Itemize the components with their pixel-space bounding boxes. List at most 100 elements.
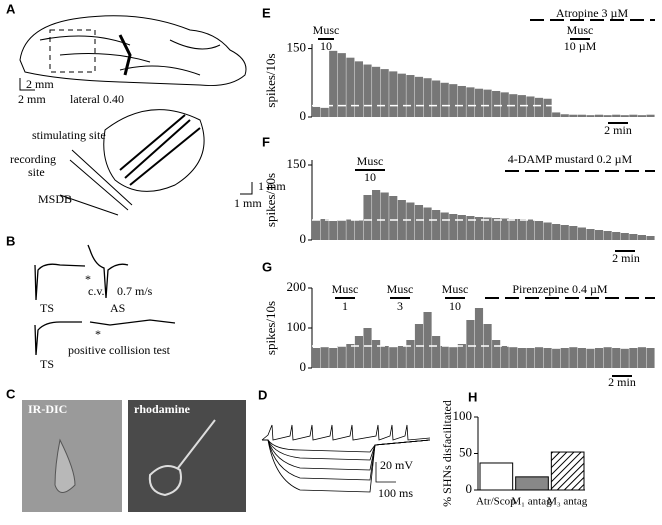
annotation: Musc [313, 23, 340, 37]
panel-label: F [262, 134, 270, 149]
rate-bar [346, 219, 355, 240]
rate-bar [646, 348, 655, 368]
y-tick-label: 0 [466, 481, 473, 496]
image-label: IR-DIC [28, 402, 67, 416]
rate-bar [312, 106, 321, 117]
rate-bar [449, 84, 458, 117]
annotation: 2 min [604, 123, 632, 137]
annotation: 2 min [608, 375, 636, 389]
annotation: stimulating site [32, 128, 106, 142]
annotation: Atropine 3 µM [556, 6, 629, 20]
rate-bar [509, 219, 518, 240]
rate-bar [569, 347, 578, 368]
rate-bar [500, 346, 509, 368]
panel-label: B [6, 233, 15, 248]
rate-bar [517, 348, 526, 368]
y-tick-label: 200 [287, 279, 307, 294]
annotation: positive collision test [68, 343, 171, 357]
annotation: Musc [357, 154, 384, 168]
rate-bar [500, 92, 509, 117]
rate-bar [346, 344, 355, 368]
rate-bar [397, 200, 406, 240]
rate-bar [457, 344, 466, 368]
y-tick-label: 100 [453, 408, 473, 423]
rate-bar [603, 115, 612, 117]
rate-bar [389, 347, 398, 368]
annotation: recording [10, 152, 56, 166]
rate-bar [363, 195, 372, 240]
rate-bar [414, 76, 424, 117]
bar [479, 462, 514, 491]
rate-bar [629, 234, 638, 240]
annotation: 3 [397, 299, 403, 313]
rate-bar [629, 348, 638, 368]
annotation: Musc [567, 23, 594, 37]
rate-bar [526, 219, 535, 240]
rate-bar [337, 53, 346, 117]
panel-label: C [6, 386, 16, 401]
rate-bar [629, 114, 638, 117]
rate-bar [312, 348, 321, 368]
rate-bar [500, 218, 509, 240]
rate-bar [483, 89, 492, 117]
rate-bar [320, 219, 329, 240]
rate-bar [526, 348, 535, 368]
rate-bar [586, 229, 595, 240]
annotation: Musc [332, 282, 359, 296]
rate-bar [526, 96, 535, 117]
rate-bar [337, 220, 346, 240]
y-axis-label: % SHNs disfacilitated [440, 400, 454, 507]
rate-bar [543, 222, 552, 240]
panel-label: D [258, 387, 267, 402]
x-tick-label: Atr/Scop [476, 496, 516, 508]
rate-bar [449, 347, 458, 368]
rate-bar [612, 114, 621, 117]
rate-bar [372, 340, 381, 368]
rate-bar [474, 217, 484, 240]
rate-bar [432, 336, 441, 368]
voltage-traces [261, 424, 431, 493]
rate-bar [492, 340, 501, 368]
rate-bar [432, 80, 441, 117]
rate-bar [594, 230, 604, 240]
rate-bar [594, 114, 604, 117]
rate-bar [552, 348, 561, 368]
y-tick-label: 0 [300, 108, 307, 123]
rate-bar [406, 340, 415, 368]
rate-bar [612, 348, 621, 368]
rate-bar [363, 328, 372, 368]
rate-bar [483, 217, 492, 240]
rate-bar [406, 202, 415, 240]
rate-bar [440, 212, 449, 240]
rate-bar [517, 219, 526, 240]
annotation: 1 [342, 299, 348, 313]
rate-bar [474, 88, 484, 117]
rate-bar [389, 196, 398, 240]
annotation: 10 µM [564, 39, 597, 53]
rate-bar [457, 215, 466, 240]
rate-bar [466, 320, 475, 368]
rate-bar [423, 78, 432, 117]
rate-bar [372, 66, 381, 117]
rate-bar [380, 192, 389, 240]
rate-bar [440, 346, 449, 368]
x-tick-label: M₁ antag [511, 496, 552, 508]
rate-bar [569, 114, 578, 117]
rate-bar [620, 115, 629, 117]
rate-bar [552, 224, 561, 240]
rate-bar [552, 112, 561, 117]
rate-bar [637, 115, 646, 117]
rate-bar [389, 71, 398, 117]
rate-bar [363, 64, 372, 117]
annotation: 10 [449, 299, 461, 313]
rate-bar [620, 348, 629, 368]
annotation: Musc [442, 282, 469, 296]
rate-bar [329, 221, 338, 240]
rate-bar [432, 210, 441, 240]
annotation: 10 [364, 170, 376, 184]
annotation: AS [110, 301, 125, 315]
rate-bar [397, 73, 406, 117]
rate-bar [560, 114, 569, 117]
scale-label: 2 mm [26, 77, 54, 91]
rate-bar [534, 221, 544, 240]
